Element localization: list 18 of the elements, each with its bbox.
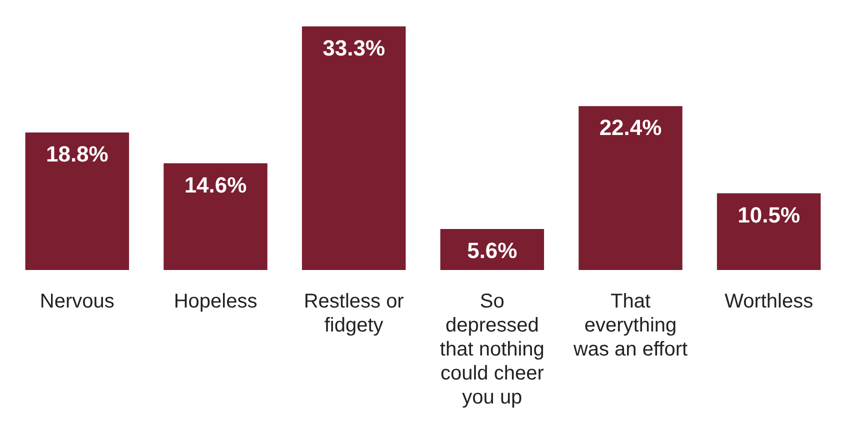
data-label: 18.8% bbox=[46, 142, 108, 167]
x-tick-label: Hopeless bbox=[174, 290, 258, 313]
data-label: 33.3% bbox=[322, 35, 386, 60]
data-label: 5.6% bbox=[467, 238, 518, 264]
x-tick-label: That everything was an effort bbox=[572, 290, 688, 361]
x-tick-label: Worthless bbox=[724, 290, 814, 313]
x-tick-label: Nervous bbox=[40, 290, 114, 313]
data-label: 14.6% bbox=[184, 172, 247, 198]
bar bbox=[302, 26, 406, 270]
bar bbox=[164, 163, 268, 270]
bar bbox=[25, 132, 130, 270]
bar bbox=[578, 106, 682, 270]
x-tick-label: Restless or fidgety bbox=[304, 290, 404, 337]
data-label: 10.5% bbox=[738, 202, 800, 228]
bar bbox=[716, 193, 821, 270]
x-tick-label: So depressed that nothing could cheer you up bbox=[440, 290, 544, 409]
data-label: 22.4% bbox=[599, 115, 662, 140]
bar bbox=[440, 229, 544, 270]
